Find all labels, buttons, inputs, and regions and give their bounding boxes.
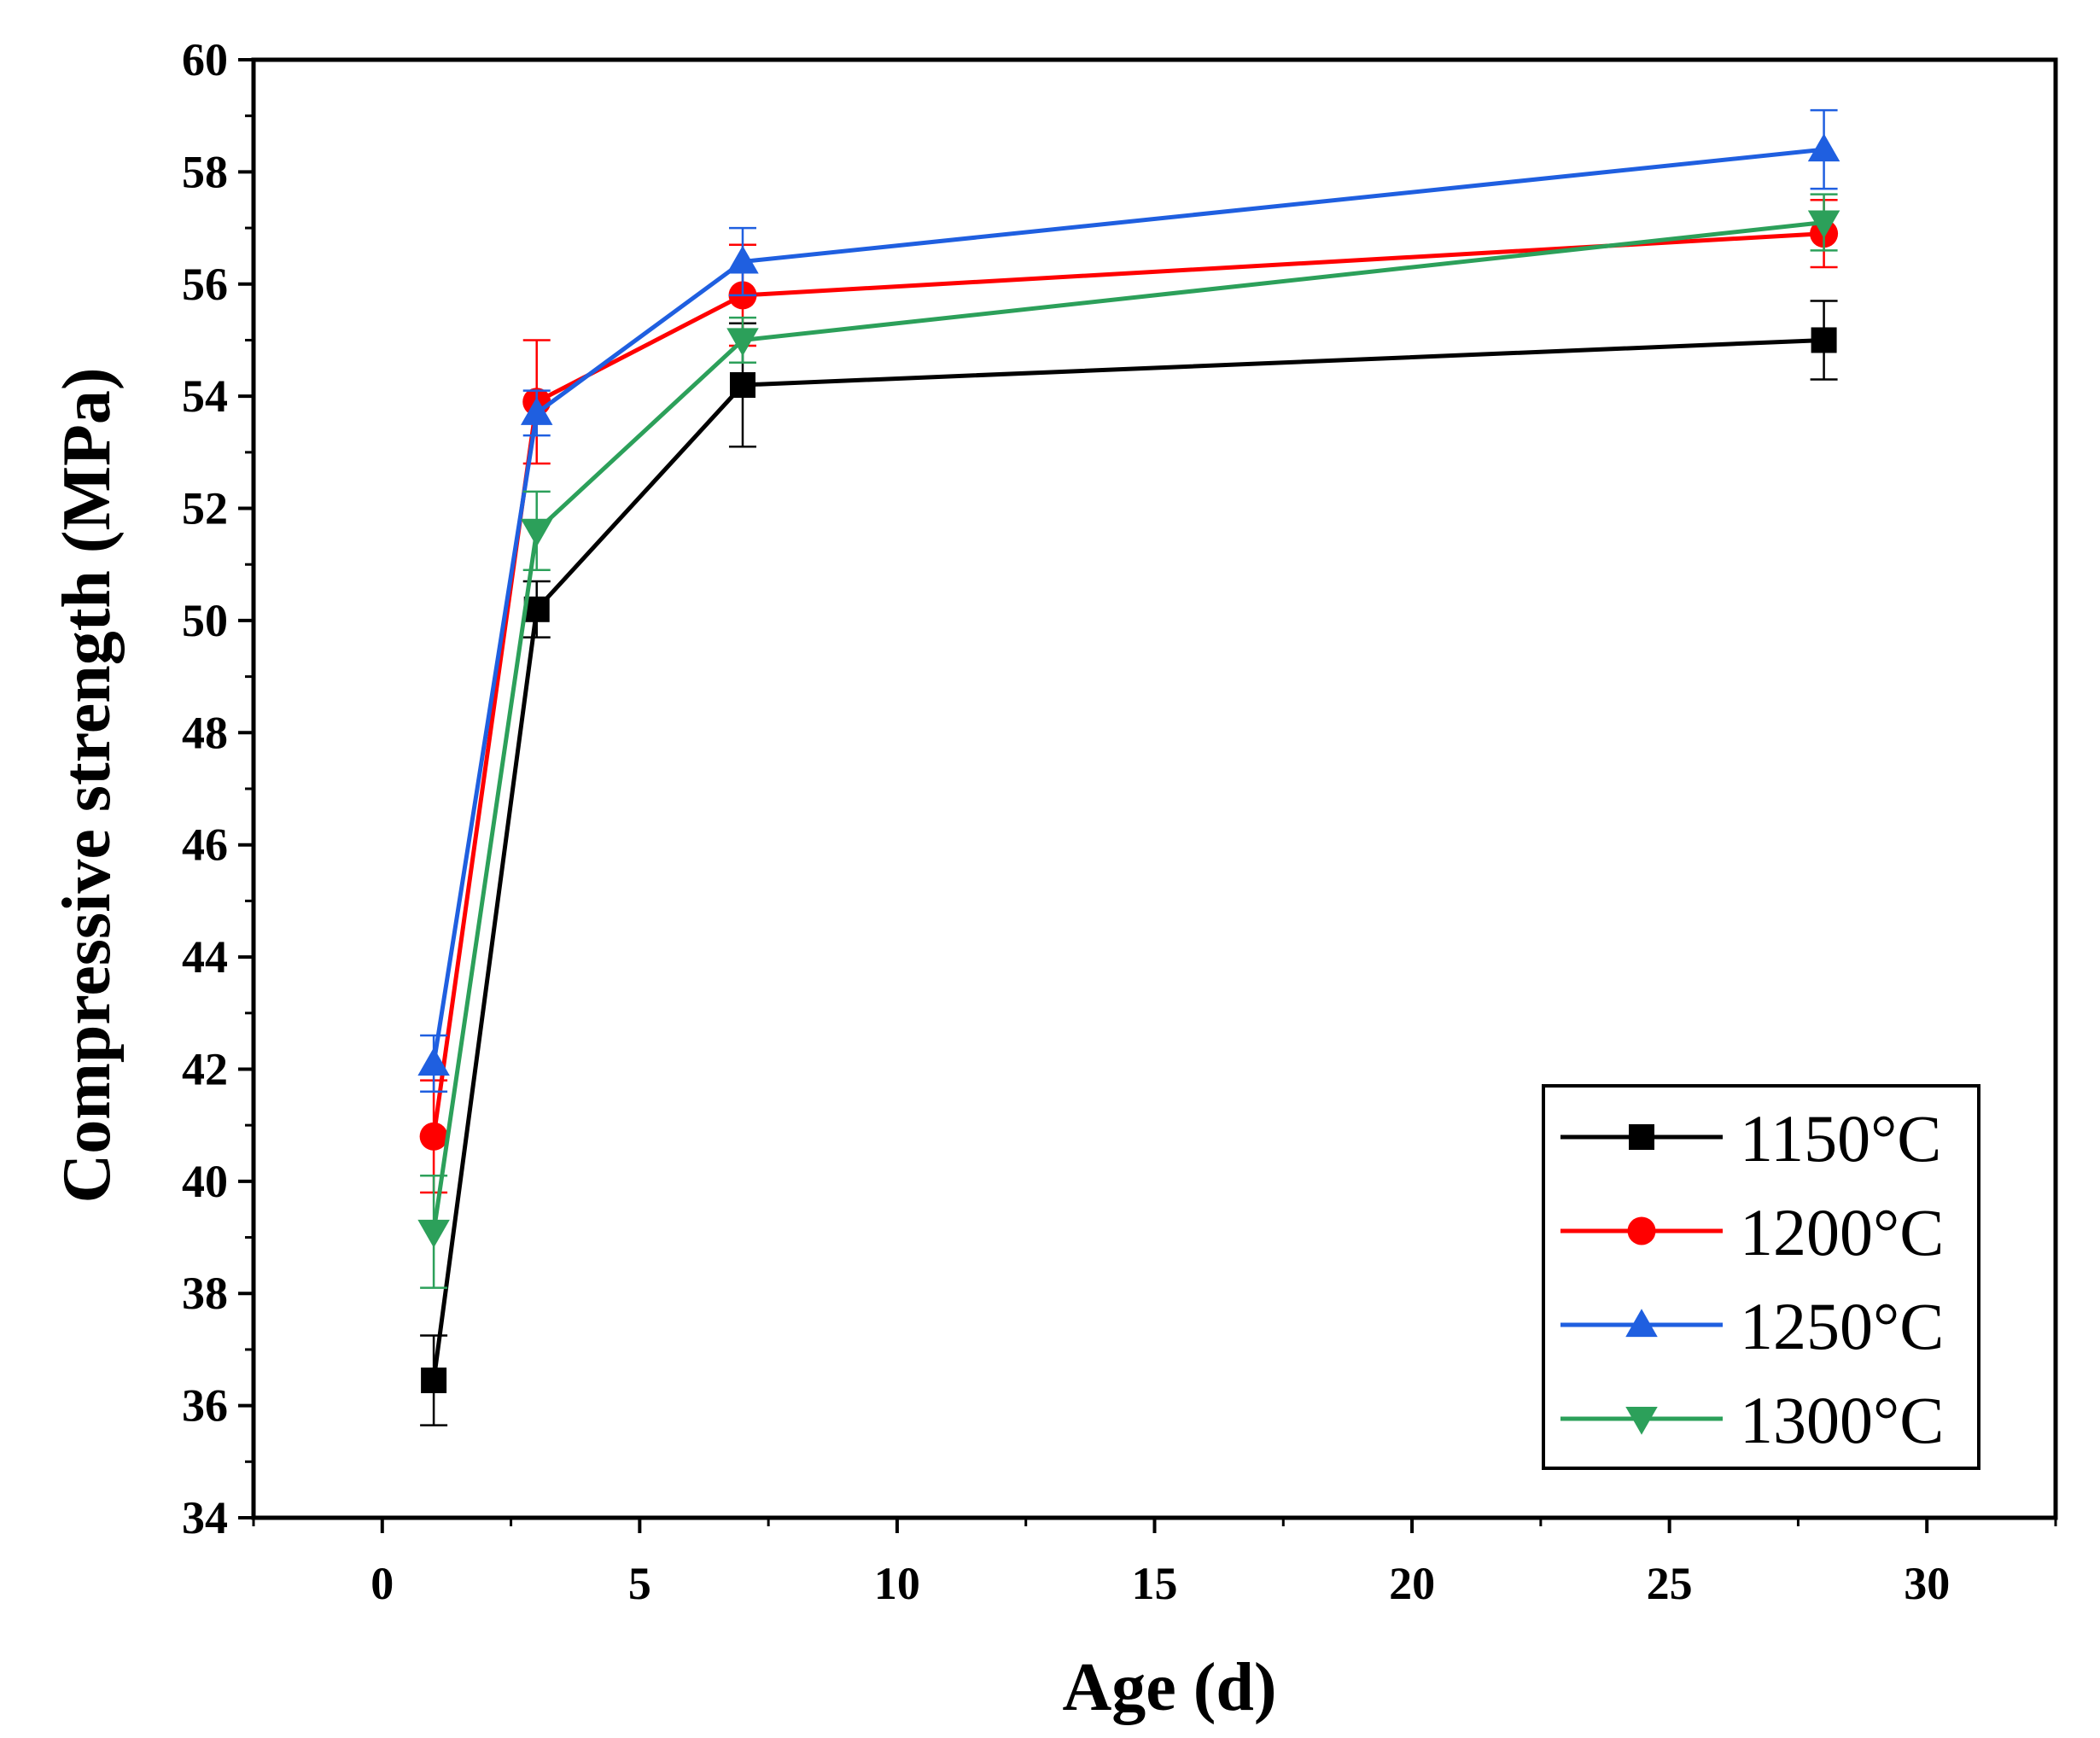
y-tick-label: 50 (182, 595, 228, 646)
series-line (431, 147, 1824, 1064)
x-tick-label: 15 (1132, 1558, 1178, 1609)
series-line (431, 337, 1824, 1381)
legend-marker (1627, 1216, 1656, 1245)
legend-label: 1250°C (1740, 1289, 1944, 1363)
y-tick-label: 40 (182, 1156, 228, 1207)
legend: 1150°C 1200°C 1250°C 1300°C (1542, 1084, 1980, 1470)
x-tick-label: 5 (628, 1558, 651, 1609)
plot-area: 34 36 38 40 42 44 46 48 50 52 54 56 58 60 0 5 10 15 20 25 30 (182, 34, 2058, 1609)
y-tick-label: 52 (182, 483, 228, 534)
legend-label: 1150°C (1740, 1101, 1941, 1175)
data-point (520, 397, 553, 425)
data-point (1807, 210, 1840, 239)
data-point (729, 372, 755, 399)
x-tick-label: 10 (874, 1558, 920, 1609)
y-tick-label: 60 (182, 34, 228, 85)
y-tick-label: 38 (182, 1268, 228, 1319)
data-point (419, 1122, 448, 1151)
legend-box (1542, 1084, 1980, 1470)
x-tick-label: 20 (1389, 1558, 1435, 1609)
series-line (431, 231, 1824, 1137)
y-tick-label: 36 (182, 1380, 228, 1432)
legend-marker (1625, 1406, 1658, 1435)
series-1250C (417, 108, 1840, 1093)
data-point (520, 518, 553, 547)
x-tick-label: 25 (1647, 1558, 1693, 1609)
y-tick-label: 44 (182, 931, 228, 983)
legend-marker (1625, 1309, 1658, 1338)
x-axis-title: Age (d) (1062, 1650, 1276, 1725)
data-point (1807, 133, 1840, 162)
data-point (726, 328, 759, 357)
series-1300C (417, 193, 1840, 1289)
x-tick-label: 0 (370, 1558, 394, 1609)
y-axis-title: Compressive strength (MPa) (50, 367, 125, 1203)
legend-label: 1200°C (1740, 1195, 1944, 1269)
data-point (1811, 327, 1837, 353)
x-tick-label: 30 (1904, 1558, 1950, 1609)
y-tick-label: 48 (182, 707, 228, 758)
y-tick-label: 58 (182, 146, 228, 197)
y-tick-label: 56 (182, 259, 228, 310)
legend-marker (1629, 1124, 1654, 1150)
y-tick-label: 42 (182, 1043, 228, 1094)
legend-label: 1300°C (1740, 1383, 1944, 1457)
data-point (417, 1047, 450, 1076)
series-line (431, 220, 1824, 1233)
data-point (726, 245, 759, 274)
y-tick-label: 34 (182, 1492, 228, 1543)
data-point (421, 1368, 447, 1394)
y-tick-label: 54 (182, 370, 228, 422)
data-point (417, 1219, 450, 1248)
y-tick-label: 46 (182, 819, 228, 871)
